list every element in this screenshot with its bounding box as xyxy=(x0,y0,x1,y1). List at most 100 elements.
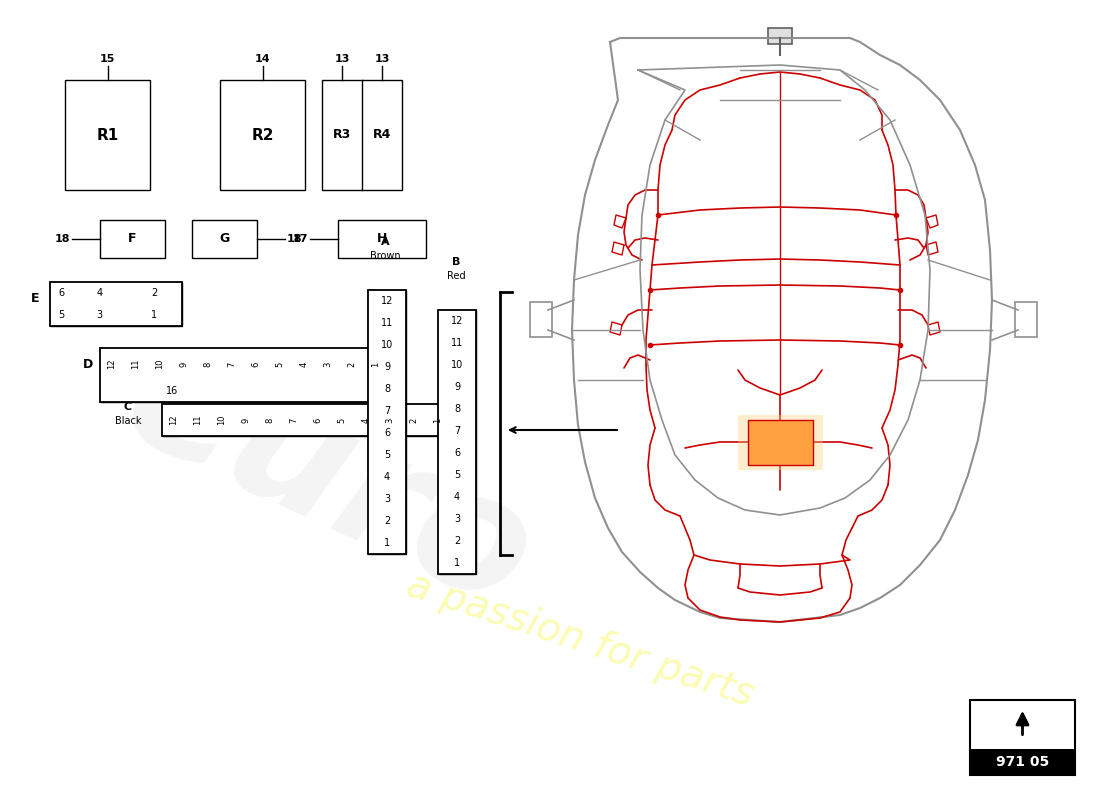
Bar xyxy=(162,404,186,436)
Text: C: C xyxy=(124,402,132,412)
Text: D: D xyxy=(82,358,94,371)
Bar xyxy=(426,404,450,436)
Text: 13: 13 xyxy=(334,54,350,64)
Bar xyxy=(368,356,406,378)
Bar xyxy=(220,80,305,190)
Bar xyxy=(340,348,364,380)
Bar xyxy=(220,348,244,380)
Bar xyxy=(50,282,182,326)
Bar xyxy=(50,282,72,304)
Bar xyxy=(322,80,401,190)
Bar xyxy=(126,282,182,304)
Text: 1: 1 xyxy=(372,362,381,366)
Bar xyxy=(368,488,406,510)
Text: 7: 7 xyxy=(384,406,390,416)
Bar xyxy=(368,444,406,466)
Bar xyxy=(338,220,426,258)
Bar xyxy=(100,220,165,258)
Text: 11: 11 xyxy=(451,338,463,348)
Bar xyxy=(234,404,258,436)
Text: 6: 6 xyxy=(252,362,261,366)
Text: 11: 11 xyxy=(194,414,202,426)
Bar xyxy=(438,508,476,530)
Text: Red: Red xyxy=(447,271,465,281)
Bar xyxy=(368,466,406,488)
Text: 1: 1 xyxy=(384,538,390,548)
Text: 3: 3 xyxy=(384,494,390,504)
Bar xyxy=(748,420,813,465)
Bar xyxy=(316,348,340,380)
Text: 12: 12 xyxy=(381,296,393,306)
Text: B: B xyxy=(452,257,460,267)
Polygon shape xyxy=(638,65,930,515)
Bar xyxy=(438,442,476,464)
Bar xyxy=(126,304,182,326)
Text: 9: 9 xyxy=(384,362,390,372)
Bar xyxy=(368,422,406,444)
Text: 12: 12 xyxy=(169,414,178,426)
Text: 2: 2 xyxy=(348,362,356,366)
Text: 18: 18 xyxy=(287,234,303,244)
Text: Black: Black xyxy=(114,416,141,426)
Text: R3: R3 xyxy=(333,129,351,142)
Text: 10: 10 xyxy=(155,358,165,370)
Bar xyxy=(364,348,388,380)
Text: 3: 3 xyxy=(97,310,102,320)
Text: 5: 5 xyxy=(454,470,460,480)
Bar xyxy=(100,348,388,402)
Text: a passion for parts: a passion for parts xyxy=(402,566,758,714)
Text: 12: 12 xyxy=(108,358,117,370)
Bar xyxy=(148,348,172,380)
Text: 8: 8 xyxy=(384,384,390,394)
Text: 8: 8 xyxy=(265,418,275,422)
Text: 3: 3 xyxy=(385,418,395,422)
Text: 1: 1 xyxy=(433,418,442,422)
Bar xyxy=(438,310,476,332)
Text: G: G xyxy=(219,233,230,246)
Bar xyxy=(258,404,282,436)
Bar xyxy=(368,400,406,422)
Text: 7: 7 xyxy=(454,426,460,436)
Text: 7: 7 xyxy=(289,418,298,422)
Text: 10: 10 xyxy=(381,340,393,350)
Text: 2: 2 xyxy=(409,418,418,422)
Bar xyxy=(368,312,406,334)
Bar xyxy=(738,415,823,470)
Bar xyxy=(292,348,316,380)
Bar xyxy=(124,348,148,380)
Text: R2: R2 xyxy=(251,127,274,142)
Bar xyxy=(72,304,126,326)
Text: 4: 4 xyxy=(454,492,460,502)
Text: 4: 4 xyxy=(384,472,390,482)
Text: 16: 16 xyxy=(166,386,178,396)
Text: 5: 5 xyxy=(58,310,64,320)
Text: 13: 13 xyxy=(374,54,389,64)
Bar xyxy=(438,354,476,376)
Bar xyxy=(368,290,406,554)
Bar xyxy=(72,282,126,304)
Bar xyxy=(378,404,402,436)
Bar xyxy=(186,404,210,436)
Text: 11: 11 xyxy=(132,358,141,370)
Bar xyxy=(368,378,406,400)
Bar xyxy=(50,304,72,326)
Text: 6: 6 xyxy=(314,418,322,422)
Text: 7: 7 xyxy=(228,362,236,366)
Text: 3: 3 xyxy=(454,514,460,524)
Text: R1: R1 xyxy=(97,127,119,142)
Text: 10: 10 xyxy=(451,360,463,370)
Text: 9: 9 xyxy=(179,362,188,366)
Bar xyxy=(438,376,476,398)
Text: E: E xyxy=(31,291,40,305)
Bar xyxy=(100,380,244,402)
Bar xyxy=(438,530,476,552)
Text: 10: 10 xyxy=(218,414,227,426)
Bar xyxy=(402,404,426,436)
Text: 4: 4 xyxy=(362,418,371,422)
Text: 12: 12 xyxy=(451,316,463,326)
Text: 1: 1 xyxy=(454,558,460,568)
Polygon shape xyxy=(572,38,992,622)
Bar xyxy=(306,404,330,436)
Bar xyxy=(970,749,1075,775)
Text: 2: 2 xyxy=(454,536,460,546)
